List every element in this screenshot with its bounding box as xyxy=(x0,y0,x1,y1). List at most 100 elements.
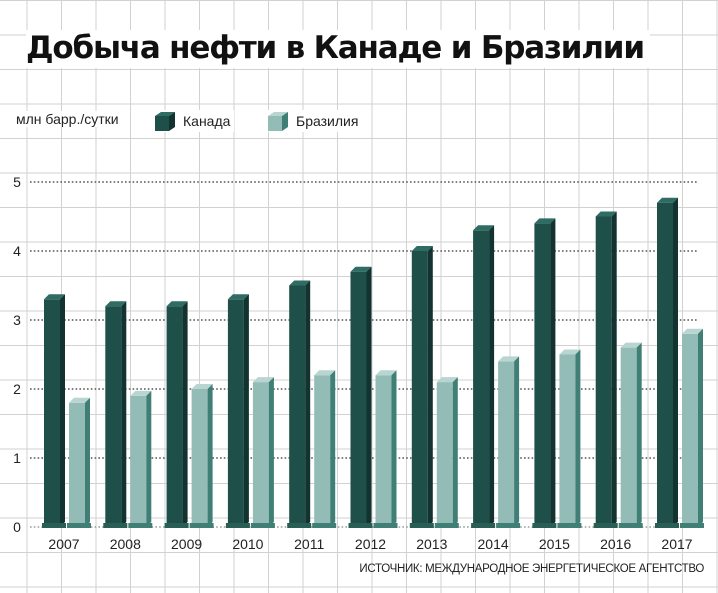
bar-top xyxy=(166,301,188,307)
x-tick-label: 2015 xyxy=(539,536,570,552)
bar-canada-2013 xyxy=(409,246,434,528)
bar-top xyxy=(498,356,520,362)
y-tick-label: 5 xyxy=(13,174,21,190)
y-tick-label: 1 xyxy=(13,450,21,466)
y-axis-unit-label: млн барр./сутки xyxy=(14,111,121,127)
bar-top xyxy=(44,294,65,300)
bar-front xyxy=(411,251,428,527)
bar-canada-2015 xyxy=(532,218,557,528)
bar-brazil-2012 xyxy=(373,370,398,528)
bar-front xyxy=(559,354,576,527)
bar-canada-2011 xyxy=(287,280,312,528)
bar-top xyxy=(473,225,495,231)
bar-top xyxy=(252,377,274,383)
bar-side xyxy=(85,397,90,527)
x-tick-label: 2013 xyxy=(416,536,447,552)
bar-front xyxy=(620,347,637,527)
bar-side xyxy=(550,218,556,527)
bar-side xyxy=(698,328,703,527)
bar-base xyxy=(250,523,275,528)
bar-base xyxy=(496,523,521,528)
bar-side xyxy=(452,377,458,527)
legend-swatch-brazil-icon xyxy=(268,112,288,131)
bar-front xyxy=(498,361,515,527)
bar-side xyxy=(243,294,249,527)
bar-top xyxy=(534,218,556,224)
x-tick-label: 2009 xyxy=(171,536,202,552)
source-note: ИСТОЧНИК: МЕЖДУНАРОДНОЕ ЭНЕРГЕТИЧЕСКОЕ А… xyxy=(359,563,704,575)
bar-front xyxy=(252,382,269,527)
bar-brazil-2010 xyxy=(250,377,275,528)
chart-title: Добыча нефти в Канаде и Бразилии xyxy=(26,30,650,68)
legend-item-brazil: Бразилия xyxy=(266,110,363,132)
bar-base xyxy=(67,523,91,528)
x-tick-label: 2012 xyxy=(355,536,386,552)
bar-base xyxy=(409,523,434,528)
bar-side xyxy=(636,342,642,527)
bar-front xyxy=(44,299,60,527)
x-tick-label: 2008 xyxy=(110,536,141,552)
bar-front xyxy=(166,306,183,527)
y-tick-label: 3 xyxy=(13,312,21,328)
bar-top xyxy=(559,349,581,355)
bar-base xyxy=(42,523,66,528)
y-tick-labels: 0 1 2 3 4 5 xyxy=(13,174,21,535)
bar-brazil-2009 xyxy=(189,384,214,528)
bar-brazil-2008 xyxy=(128,390,153,528)
bar-top xyxy=(595,211,617,217)
bar-top xyxy=(620,342,642,348)
bar-top xyxy=(350,266,372,272)
bar-top xyxy=(289,280,311,286)
bar-base xyxy=(312,523,337,528)
bar-side xyxy=(182,301,188,527)
bar-brazil-2016 xyxy=(618,342,643,528)
bar-base xyxy=(164,523,189,528)
legend-label-brazil: Бразилия xyxy=(296,113,359,129)
bar-brazil-2017 xyxy=(680,328,704,528)
bar-base xyxy=(471,523,496,528)
bar-base xyxy=(348,523,373,528)
bar-front xyxy=(657,202,673,527)
bar-front xyxy=(227,299,244,527)
bar-top xyxy=(227,294,249,300)
y-tick-label: 0 xyxy=(13,519,21,535)
bars xyxy=(42,197,704,528)
bar-side xyxy=(305,280,311,527)
bar-side xyxy=(673,197,678,527)
bar-side xyxy=(489,225,495,528)
bar-canada-2016 xyxy=(593,211,618,528)
x-tick-label: 2007 xyxy=(48,536,79,552)
bar-side xyxy=(427,246,433,527)
bar-canada-2007 xyxy=(42,294,66,528)
bar-front xyxy=(289,285,306,527)
bar-side xyxy=(121,301,127,527)
bar-canada-2014 xyxy=(471,225,496,528)
bar-top xyxy=(375,370,397,376)
bar-base xyxy=(373,523,398,528)
bar-top xyxy=(130,390,152,396)
x-tick-label: 2016 xyxy=(600,536,631,552)
bar-top xyxy=(682,328,703,334)
bar-canada-2009 xyxy=(164,301,189,528)
bar-base xyxy=(532,523,557,528)
bar-brazil-2007 xyxy=(67,397,91,528)
bar-side xyxy=(611,211,617,527)
legend-swatch-canada-icon xyxy=(155,112,175,131)
bar-side xyxy=(330,370,336,527)
x-tick-labels: 2007 2008 2009 2010 2011 2012 2013 2014 2015 2016… xyxy=(48,536,692,552)
bar-front xyxy=(375,375,392,527)
bar-base xyxy=(680,523,704,528)
bar-front xyxy=(595,216,612,527)
bar-canada-2012 xyxy=(348,266,373,528)
bar-front xyxy=(534,223,551,527)
bar-canada-2010 xyxy=(225,294,250,528)
bar-side xyxy=(366,266,372,527)
bar-front xyxy=(191,389,208,527)
bar-base xyxy=(618,523,643,528)
bar-base xyxy=(593,523,618,528)
bar-side xyxy=(146,390,152,527)
bar-front xyxy=(105,306,122,527)
bar-base xyxy=(189,523,214,528)
